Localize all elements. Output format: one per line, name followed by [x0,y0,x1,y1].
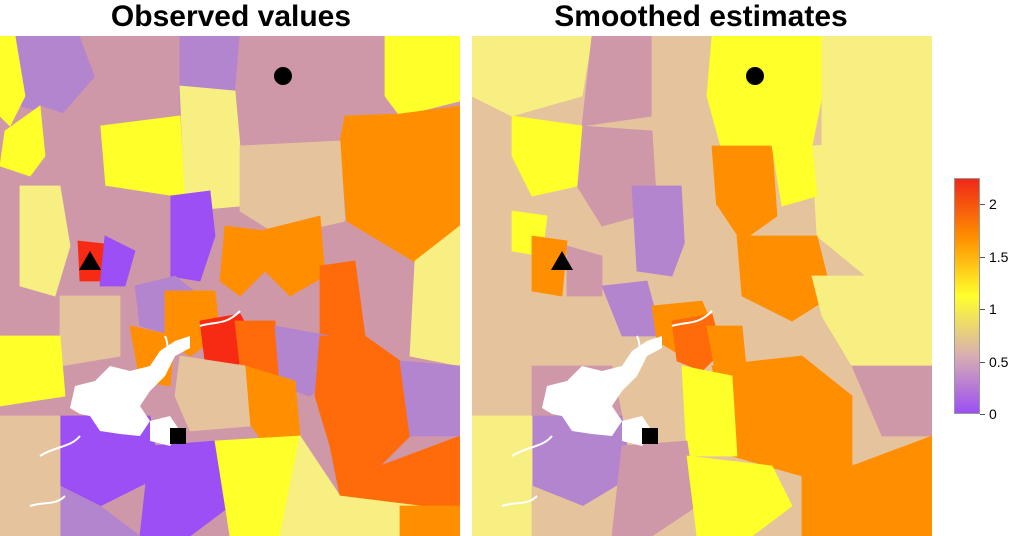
river-line [29,495,66,507]
triangle-marker [79,251,101,270]
map-region [59,295,121,367]
map-region [681,185,738,287]
map-region [219,225,266,297]
map-region [99,235,136,287]
map-region [611,440,698,536]
map-region [686,455,793,536]
river-line [39,435,81,457]
map-smoothed [472,36,932,536]
map-region [0,36,26,127]
river-line [199,310,241,327]
map-region [706,36,823,152]
map-region [0,105,46,177]
map-region [681,365,738,457]
map-region [821,36,932,147]
map-region [0,335,66,407]
legend-tick [980,414,985,415]
map-region [409,225,460,367]
map-region [531,235,568,297]
legend-tick [980,204,985,205]
square-marker [642,428,658,444]
map-region [384,36,460,117]
map-region [174,355,251,432]
map-region [139,440,231,536]
legend-label: 1.5 [989,249,1009,265]
river-line [164,335,171,367]
river-line [671,310,713,327]
map-region [771,145,818,207]
legend-label: 0.5 [989,354,1009,370]
legend-tick [980,257,985,258]
legend-label: 1 [989,301,997,317]
map-region [511,115,583,197]
map-region [314,335,411,467]
map-region [472,415,533,536]
panel-title-smoothed: Smoothed estimates [554,0,848,33]
map-region [566,245,603,297]
map-observed [0,36,460,536]
river-line [636,335,643,367]
map-region [711,145,778,242]
map-region [19,185,71,297]
map-region [631,185,688,277]
map-region [399,360,460,437]
square-marker [170,428,186,444]
map-region [736,235,833,322]
legend-tick [980,309,985,310]
map-region [399,505,460,536]
map-region [651,36,713,137]
river-water [70,336,190,436]
legend-color-bar [954,178,980,414]
river-line [511,435,553,457]
map-region [581,36,653,127]
legend-tick [980,362,985,363]
panel-title-observed: Observed values [110,0,352,33]
map-region [851,365,932,437]
legend-label: 0 [989,406,997,422]
map-region [801,435,932,536]
map-region [0,415,61,536]
legend-label: 2 [989,196,997,212]
river-water [542,336,662,436]
circle-marker [746,67,764,85]
map-region [472,36,593,117]
triangle-marker [551,251,573,270]
river-line [501,495,538,507]
map-region [531,485,613,536]
circle-marker [274,67,292,85]
